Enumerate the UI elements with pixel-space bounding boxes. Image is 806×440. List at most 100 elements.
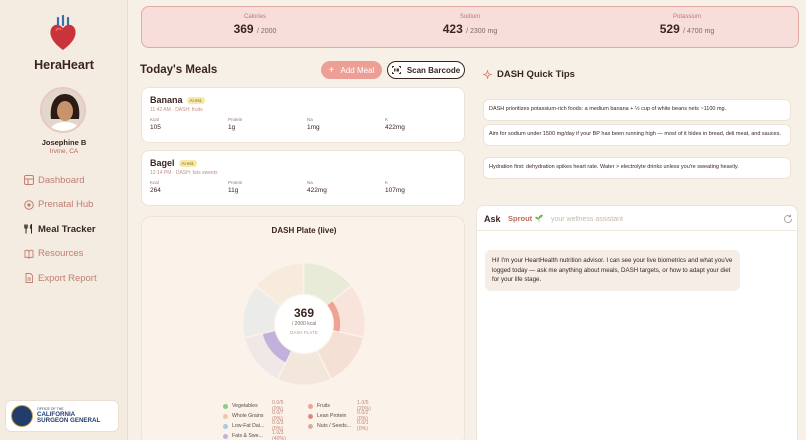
nutrient-label: Na (307, 180, 313, 185)
nutrient-label: K (385, 180, 389, 185)
nav-item-resources[interactable]: Resources (24, 242, 97, 267)
metric-goal: / 2300 mg (466, 28, 498, 35)
legend-swatch (308, 403, 313, 409)
avatar[interactable] (40, 87, 86, 133)
plate-title: DASH Plate (live) (271, 226, 337, 235)
legend-value: 0.0/5 (0%) (272, 400, 284, 412)
add-meal-button[interactable]: + Add Meal (321, 61, 382, 79)
nav-label: Dashboard (38, 174, 85, 186)
divider (477, 230, 799, 231)
add-meal-label: Add Meal (340, 65, 375, 75)
dash-plate-card: DASH Plate (live) 369 / 2000 kcal DASH P… (141, 216, 465, 440)
meal-subtitle: 11:42 AM · DASH: fruits (150, 107, 203, 113)
legend-value: 0.0/2 (0%) (357, 410, 369, 422)
metric-label: Sodium (459, 14, 481, 20)
legend-value: 0.0/1 (0%) (357, 420, 369, 432)
plate-center-sub: / 2000 kcal (291, 321, 317, 327)
nutrient-value: 1g (228, 124, 236, 131)
metric-potassium: Potassium 529 / 4700 mg (617, 14, 757, 36)
nutrient-label: Kcal (150, 180, 159, 185)
plate-fill-1 (327, 301, 341, 332)
meal-card-bagel[interactable]: Bagel AI est. 12:14 PM · DASH: fats sweet… (141, 150, 465, 206)
metric-value: 369 (233, 22, 254, 36)
tip-item: Aim for sodium under 1500 mg/day if your… (483, 124, 791, 146)
barcode-icon (391, 66, 401, 74)
nav-label: Export Report (38, 272, 97, 284)
heart-circle-icon (24, 199, 34, 210)
nutrient-label: K (385, 117, 389, 122)
plate-center-value: 369 (293, 306, 315, 320)
user-name: Josephine B (41, 138, 87, 147)
nutrient-value: 105 (150, 124, 161, 131)
metric-goal: / 4700 mg (683, 28, 715, 35)
legend-item: Fats & Swe... 1.0/3 (40%) (223, 430, 286, 440)
utensils-icon (24, 224, 32, 234)
assistant-name: Sprout (508, 214, 544, 223)
plate-segment-4 (242, 286, 281, 339)
grid-icon (24, 175, 34, 186)
meal-card-banana[interactable]: Banana AI est. 11:42 AM · DASH: fruits Kc… (141, 87, 465, 143)
legend-label: Fruits (317, 403, 330, 409)
nutrient-label: Na (307, 117, 313, 122)
sidebar: HeraHeart Josephine B Irvine, CA Dashboa… (0, 0, 128, 440)
meal-name: Bagel (150, 158, 175, 168)
nav-item-export-report[interactable]: Export Report (24, 266, 97, 291)
chat-input[interactable] (551, 212, 771, 226)
nutrient-value: 1mg (307, 124, 320, 131)
meal-name: Banana (150, 95, 183, 105)
nutrient-value: 422mg (307, 187, 327, 194)
metric-calories: Calories 369 / 2000 (185, 14, 325, 36)
meals-title: Today's Meals (140, 64, 218, 76)
legend-swatch (223, 423, 228, 429)
nav-label: Resources (38, 248, 84, 260)
badge-line3: SURGEON GENERAL (37, 416, 101, 424)
legend-label: Lean Protein (317, 413, 347, 419)
dash-plate-donut (242, 262, 366, 386)
partner-badge: OFFICE OF THE CALIFORNIA SURGEON GENERAL (5, 400, 119, 432)
legend-label: Whole Grains (232, 413, 264, 419)
legend-item: Lean Protein 0.0/2 (0%) (308, 410, 369, 422)
legend-item: Whole Grains 0.0/7 (0%) (223, 410, 284, 422)
tip-item: Hydration first: dehydration spikes hear… (483, 157, 791, 179)
app-name: HeraHeart (34, 58, 94, 72)
legend-value: 0.0/7 (0%) (272, 410, 284, 422)
seal-icon (11, 405, 33, 427)
nav-item-dashboard[interactable]: Dashboard (24, 168, 97, 193)
legend-swatch (223, 403, 228, 409)
daily-metrics-bar: Calories 369 / 2000 Sodium 423 / 2300 mg… (141, 6, 799, 48)
assistant-name-label: Sprout (508, 214, 533, 223)
plate-center-tag: DASH PLATE (290, 330, 318, 335)
nav-label: Meal Tracker (38, 223, 96, 235)
tip-item: DASH prioritizes potassium-rich foods: a… (483, 99, 791, 121)
nutrient-value: 264 (150, 187, 161, 194)
legend-swatch (308, 413, 313, 419)
legend-label: Fats & Swe... (232, 433, 263, 439)
meal-subtitle: 12:14 PM · DASH: fats sweets (150, 170, 218, 176)
sidebar-nav: Dashboard Prenatal Hub Meal Tracker Reso… (24, 168, 97, 291)
badge-line2: CALIFORNIA (37, 410, 76, 418)
legend-swatch (223, 433, 228, 439)
plate-segment-3 (316, 330, 364, 380)
nutrient-value: 422mg (385, 124, 405, 131)
scan-barcode-label: Scan Barcode (406, 65, 461, 75)
nav-item-meal-tracker[interactable]: Meal Tracker (24, 217, 97, 242)
legend-item: Vegetables 0.0/5 (0%) (223, 400, 284, 412)
document-icon (25, 273, 33, 284)
badge-line1: OFFICE OF THE (37, 407, 64, 412)
metric-label: Calories (243, 14, 266, 20)
legend-label: Nuts / Seeds... (317, 423, 352, 429)
book-icon (24, 249, 34, 259)
scan-barcode-button[interactable]: Scan Barcode (387, 61, 465, 79)
plate-fill-6 (262, 331, 291, 363)
nutrient-value: 11g (228, 187, 239, 194)
legend-value: 0.0/3 (0%) (272, 420, 284, 432)
sparkle-icon (483, 70, 492, 79)
metric-value: 529 (659, 22, 680, 36)
metric-sodium: Sodium 423 / 2300 mg (400, 14, 540, 36)
nav-label: Prenatal Hub (38, 199, 94, 211)
nav-item-prenatal-hub[interactable]: Prenatal Hub (24, 193, 97, 218)
chat-ask-label: Ask (484, 214, 501, 224)
nutrient-label: Protein (228, 117, 243, 122)
refresh-icon[interactable] (783, 214, 793, 224)
legend-label: Vegetables (232, 403, 258, 409)
